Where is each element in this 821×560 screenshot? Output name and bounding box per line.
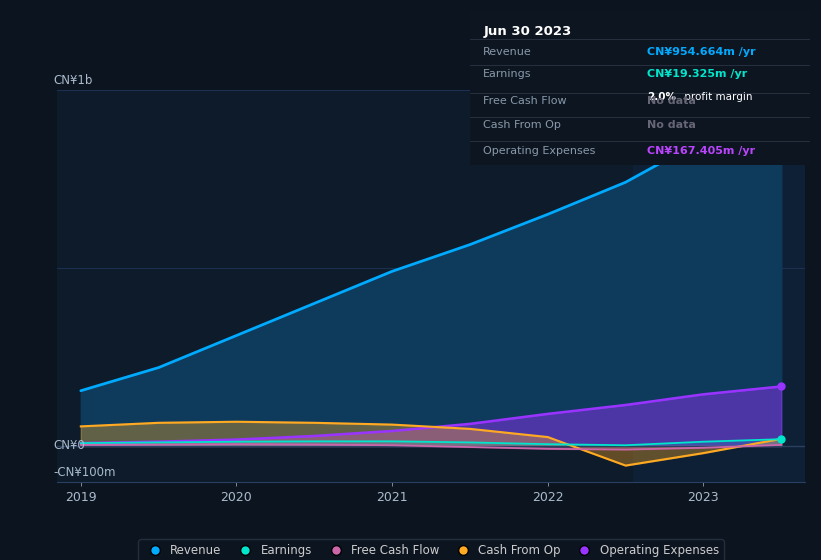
Text: CN¥1b: CN¥1b bbox=[53, 74, 93, 87]
Text: Revenue: Revenue bbox=[484, 47, 532, 57]
Text: profit margin: profit margin bbox=[681, 92, 752, 102]
Text: Cash From Op: Cash From Op bbox=[484, 120, 561, 130]
Text: Operating Expenses: Operating Expenses bbox=[484, 146, 595, 156]
Text: -CN¥100m: -CN¥100m bbox=[53, 466, 116, 479]
Text: CN¥19.325m /yr: CN¥19.325m /yr bbox=[647, 69, 747, 80]
Text: Jun 30 2023: Jun 30 2023 bbox=[484, 25, 571, 38]
Text: No data: No data bbox=[647, 96, 695, 106]
Text: Earnings: Earnings bbox=[484, 69, 532, 80]
Text: CN¥954.664m /yr: CN¥954.664m /yr bbox=[647, 47, 755, 57]
Text: CN¥167.405m /yr: CN¥167.405m /yr bbox=[647, 146, 754, 156]
Text: CN¥0: CN¥0 bbox=[53, 440, 85, 452]
Bar bbox=[633, 90, 805, 482]
Text: Free Cash Flow: Free Cash Flow bbox=[484, 96, 566, 106]
Text: No data: No data bbox=[647, 120, 695, 130]
Text: 2.0%: 2.0% bbox=[647, 92, 676, 102]
Legend: Revenue, Earnings, Free Cash Flow, Cash From Op, Operating Expenses: Revenue, Earnings, Free Cash Flow, Cash … bbox=[139, 539, 723, 560]
